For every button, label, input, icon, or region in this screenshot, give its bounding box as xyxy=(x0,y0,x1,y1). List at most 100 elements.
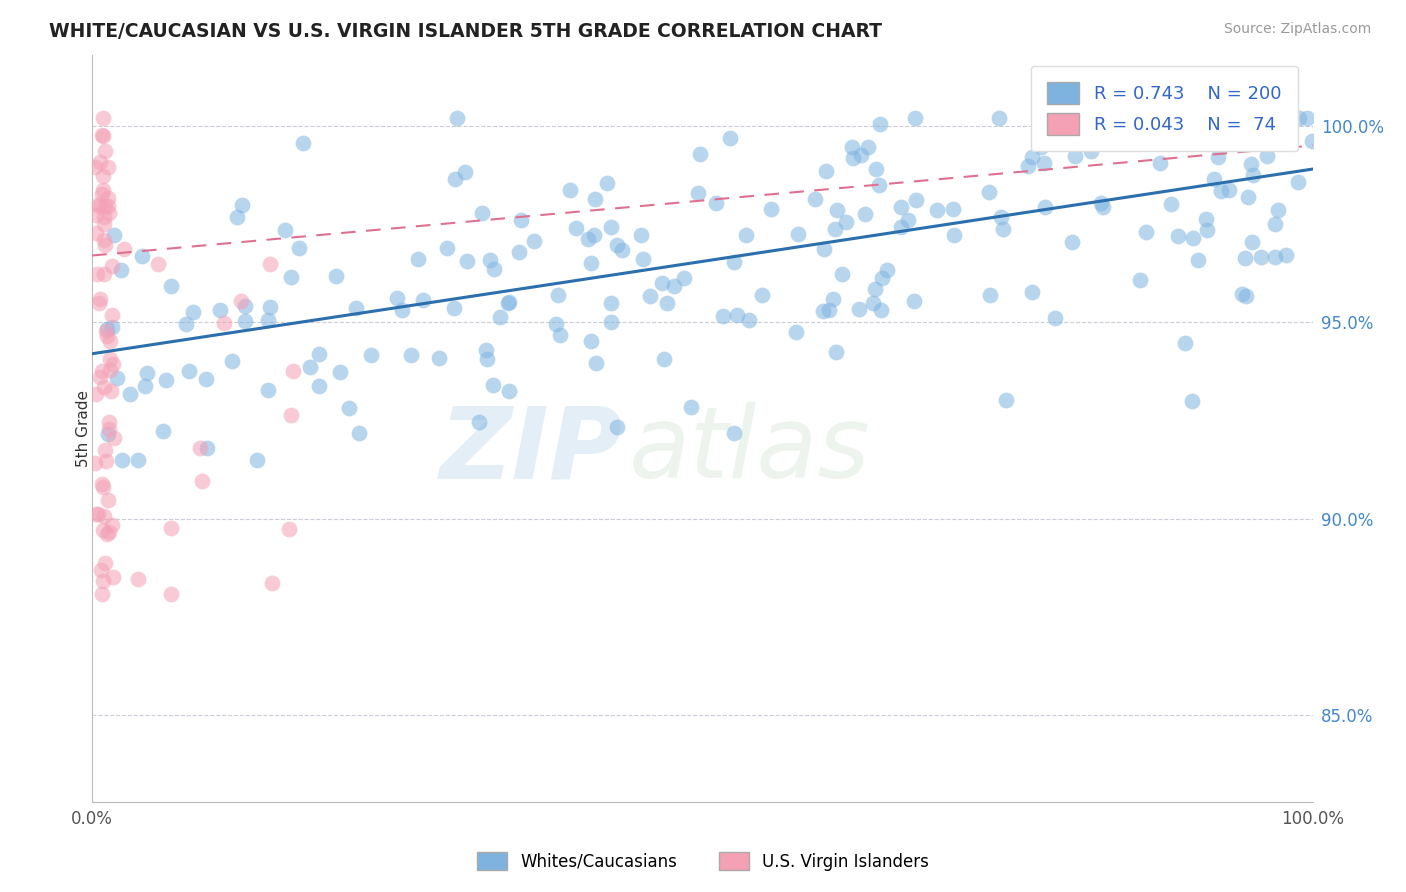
Point xyxy=(579,256,602,270)
Legend: R = 0.743    N = 200, R = 0.043    N =  74: R = 0.743 N = 200, R = 0.043 N = 74 xyxy=(1031,66,1298,152)
Text: ZIP: ZIP xyxy=(440,402,623,500)
Point xyxy=(103,227,125,242)
Point xyxy=(547,288,569,302)
Point xyxy=(86,267,108,281)
Text: WHITE/CAUCASIAN VS U.S. VIRGIN ISLANDER 5TH GRADE CORRELATION CHART: WHITE/CAUCASIAN VS U.S. VIRGIN ISLANDER … xyxy=(49,22,882,41)
Point xyxy=(97,525,120,540)
Point xyxy=(93,267,115,281)
Point xyxy=(725,308,748,322)
Point xyxy=(1043,311,1066,326)
Point xyxy=(97,191,120,205)
Point xyxy=(851,147,873,161)
Point xyxy=(94,238,117,252)
Point xyxy=(101,259,124,273)
Point xyxy=(195,372,218,386)
Point xyxy=(482,378,505,392)
Point xyxy=(475,352,498,367)
Point xyxy=(706,196,728,211)
Point xyxy=(596,176,619,190)
Point xyxy=(87,199,110,213)
Point xyxy=(825,345,848,359)
Point xyxy=(90,587,112,601)
Point xyxy=(1241,168,1264,182)
Point xyxy=(89,292,111,306)
Point xyxy=(112,242,135,256)
Point xyxy=(101,357,124,371)
Point xyxy=(86,508,108,522)
Point xyxy=(565,221,588,235)
Point xyxy=(101,308,124,322)
Point xyxy=(446,111,468,125)
Point xyxy=(360,348,382,362)
Point xyxy=(94,557,117,571)
Point xyxy=(100,384,122,398)
Point xyxy=(287,241,309,255)
Point xyxy=(761,202,783,216)
Point xyxy=(1230,286,1253,301)
Point xyxy=(813,242,835,256)
Point xyxy=(673,270,696,285)
Point xyxy=(280,408,302,422)
Point xyxy=(1181,230,1204,244)
Point xyxy=(1250,120,1272,135)
Point xyxy=(1250,250,1272,264)
Point xyxy=(842,151,865,165)
Point xyxy=(408,252,430,267)
Point xyxy=(188,441,211,455)
Point xyxy=(686,186,709,201)
Point xyxy=(583,227,606,242)
Point xyxy=(1240,157,1263,171)
Point xyxy=(90,477,112,491)
Point xyxy=(655,296,678,310)
Point xyxy=(787,227,810,241)
Point xyxy=(101,570,124,584)
Point xyxy=(94,144,117,158)
Point xyxy=(631,252,654,266)
Point xyxy=(337,401,360,416)
Point xyxy=(292,136,315,150)
Point xyxy=(1237,190,1260,204)
Point xyxy=(174,317,197,331)
Point xyxy=(412,293,434,307)
Point xyxy=(1060,235,1083,249)
Point xyxy=(96,328,118,343)
Point xyxy=(427,351,450,365)
Point xyxy=(600,296,623,310)
Point xyxy=(876,263,898,277)
Point xyxy=(848,301,870,316)
Point xyxy=(1236,135,1258,149)
Point xyxy=(870,271,893,285)
Point xyxy=(651,276,673,290)
Point xyxy=(273,223,295,237)
Point xyxy=(868,178,890,193)
Point xyxy=(815,164,838,178)
Point xyxy=(98,363,121,377)
Point xyxy=(1167,229,1189,244)
Point xyxy=(103,431,125,445)
Point xyxy=(90,563,112,577)
Point xyxy=(105,371,128,385)
Point xyxy=(825,203,848,218)
Point xyxy=(1031,134,1053,148)
Point xyxy=(96,527,118,541)
Point xyxy=(89,154,111,169)
Point xyxy=(735,228,758,243)
Point xyxy=(1206,150,1229,164)
Point xyxy=(1241,235,1264,250)
Point xyxy=(98,206,121,220)
Point xyxy=(118,386,141,401)
Point xyxy=(97,421,120,435)
Point xyxy=(93,509,115,524)
Point xyxy=(831,267,853,281)
Point xyxy=(181,304,204,318)
Point xyxy=(987,111,1010,125)
Point xyxy=(897,212,920,227)
Point xyxy=(1286,175,1309,189)
Point xyxy=(308,379,330,393)
Point xyxy=(475,343,498,357)
Point xyxy=(91,523,114,537)
Point xyxy=(1029,140,1052,154)
Point xyxy=(94,325,117,339)
Point xyxy=(1205,135,1227,149)
Point xyxy=(925,202,948,217)
